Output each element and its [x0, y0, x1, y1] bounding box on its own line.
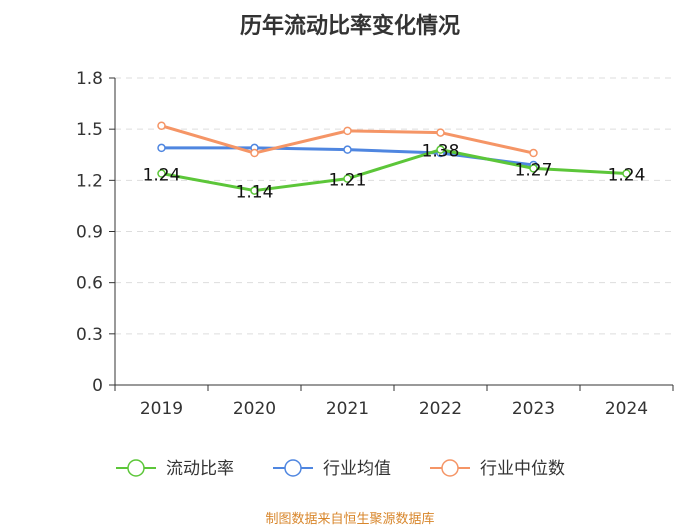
legend-marker — [127, 459, 145, 477]
legend-item[interactable]: 行业中位数 — [430, 459, 565, 479]
x-tick-label: 2023 — [512, 399, 555, 419]
legend-marker — [284, 459, 302, 477]
data-label: 1.14 — [236, 183, 274, 203]
x-tick-label: 2022 — [419, 399, 462, 419]
data-point — [343, 126, 352, 136]
x-tick-label: 2019 — [140, 399, 183, 419]
data-point — [157, 143, 166, 153]
legend-label: 行业中位数 — [480, 459, 565, 479]
data-point — [436, 128, 445, 137]
data-point — [529, 164, 538, 173]
x-tick-label: 2020 — [233, 399, 276, 419]
y-tick-label: 0.6 — [76, 274, 103, 294]
chart-title: 历年流动比率变化情况 — [239, 14, 460, 39]
data-point — [622, 169, 631, 178]
legend-marker — [441, 459, 459, 477]
data-point — [250, 186, 259, 195]
data-source-note: 制图数据来自恒生聚源数据库 — [265, 512, 435, 527]
x-tick-label: 2024 — [605, 399, 648, 419]
data-label: 1.24 — [608, 166, 646, 186]
legend-item[interactable]: 流动比率 — [116, 459, 234, 479]
data-point — [343, 145, 352, 154]
data-point — [250, 148, 259, 158]
y-tick-label: 0.9 — [76, 223, 103, 243]
data-point — [436, 145, 445, 154]
y-tick-label: 0.3 — [76, 325, 103, 345]
data-point — [343, 174, 352, 183]
data-label: 1.38 — [422, 142, 460, 162]
y-tick-label: 0 — [92, 376, 103, 396]
legend-item[interactable]: 行业均值 — [273, 459, 391, 479]
data-point — [157, 121, 166, 131]
series-line-0 — [161, 148, 627, 193]
y-tick-label: 1.5 — [76, 120, 103, 140]
data-label: 1.24 — [143, 166, 181, 186]
data-label: 1.27 — [515, 160, 553, 180]
x-tick-label: 2021 — [326, 399, 369, 419]
data-label: 1.21 — [329, 171, 367, 191]
y-tick-label: 1.2 — [76, 171, 103, 191]
data-point — [529, 148, 538, 158]
legend-label: 行业均值 — [323, 459, 391, 479]
y-tick-label: 1.8 — [76, 69, 103, 89]
legend-label: 流动比率 — [166, 459, 234, 479]
data-point — [157, 169, 166, 178]
